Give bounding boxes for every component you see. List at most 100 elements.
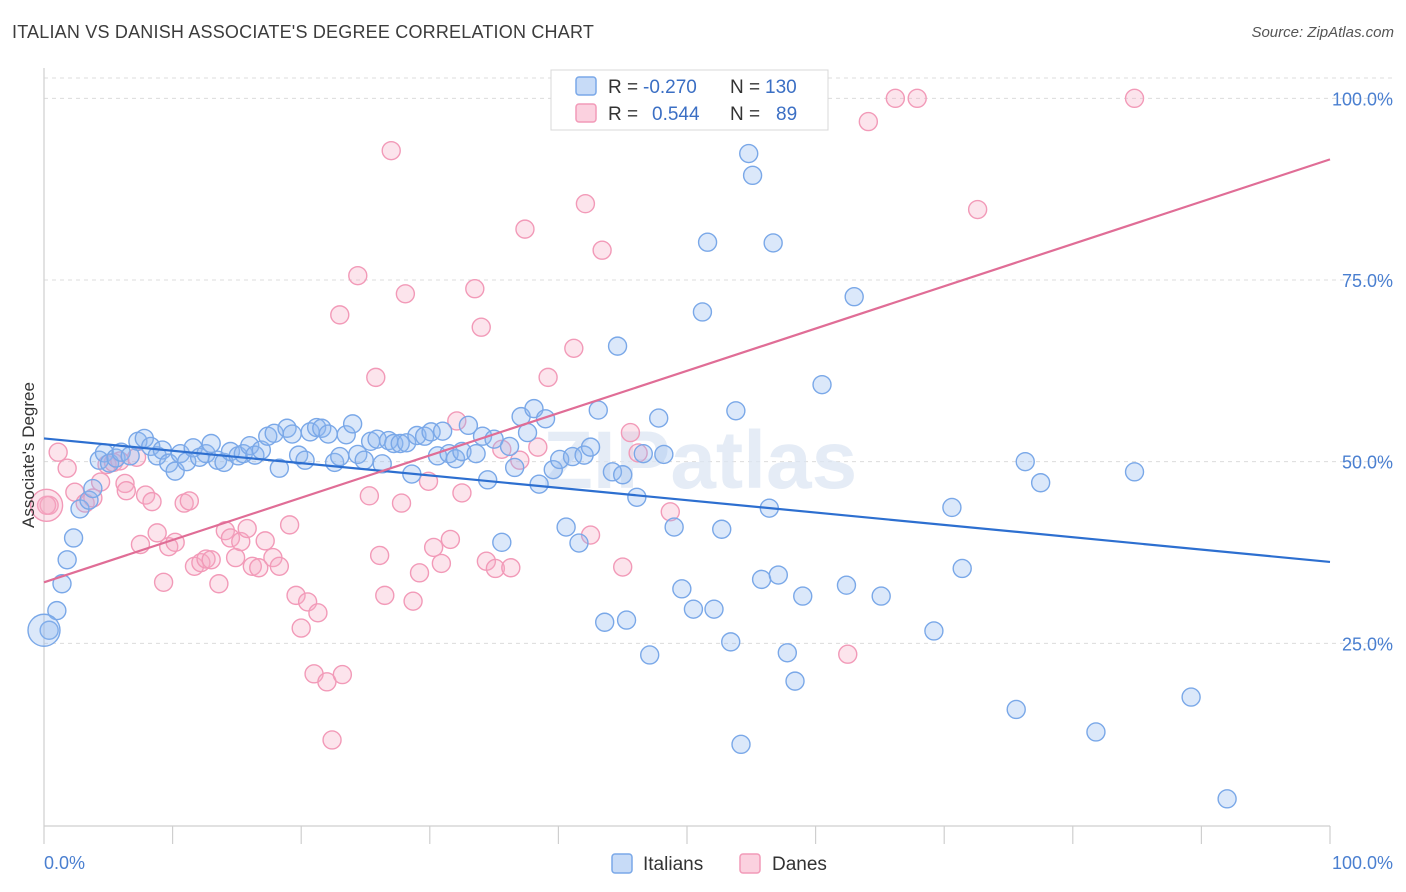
danes-point xyxy=(116,481,137,501)
italians-point xyxy=(556,517,576,537)
danes-point xyxy=(423,537,444,558)
italians-series xyxy=(27,143,1237,809)
danes-point xyxy=(858,111,879,132)
danes-point xyxy=(485,558,506,579)
italians-point xyxy=(793,586,813,606)
italians-point xyxy=(458,415,479,436)
italians-point xyxy=(588,400,608,420)
italians-point xyxy=(627,487,647,507)
danes-point xyxy=(440,529,461,550)
danes-point xyxy=(366,367,386,388)
italians-point xyxy=(277,418,297,438)
danes-point xyxy=(381,140,401,161)
danes-point xyxy=(237,518,257,539)
danes-point xyxy=(209,574,229,594)
italians-point xyxy=(751,569,772,590)
danes-point xyxy=(142,491,162,512)
y-tick-label: 100.0% xyxy=(1332,89,1393,109)
danes-point xyxy=(492,439,512,460)
italians-point xyxy=(466,443,486,464)
italians-point xyxy=(739,143,759,164)
italians-point xyxy=(106,448,126,468)
y-axis-label: Associate's Degree xyxy=(19,382,38,528)
italians-point xyxy=(295,450,315,470)
italians-point xyxy=(607,336,628,356)
danes-point xyxy=(220,528,241,548)
danes-point xyxy=(179,491,200,511)
italians-point xyxy=(445,449,466,469)
italians-point xyxy=(616,610,637,630)
danes-point xyxy=(1124,88,1145,109)
danes-trend-line xyxy=(43,158,1331,584)
italians-point xyxy=(57,550,77,570)
danes-point xyxy=(391,493,412,513)
italians-point xyxy=(372,454,392,474)
italians-point xyxy=(201,433,221,454)
danes-point xyxy=(515,219,535,239)
italians-point xyxy=(692,302,713,322)
danes-point xyxy=(308,603,328,623)
danes-point xyxy=(528,437,548,457)
italians-point xyxy=(712,519,732,539)
italians-point xyxy=(580,437,601,457)
danes-point xyxy=(575,193,596,214)
danes-point xyxy=(447,411,467,431)
danes-point xyxy=(90,472,111,492)
italians-point xyxy=(836,575,857,595)
danes-point xyxy=(538,367,558,388)
italians-point xyxy=(492,532,512,553)
italians-point xyxy=(704,599,724,619)
italians-point xyxy=(499,436,520,457)
italians-point xyxy=(83,478,103,499)
danes-point xyxy=(592,240,612,260)
danes-point xyxy=(322,730,342,750)
top-legend-box xyxy=(550,69,829,131)
italians-point xyxy=(1015,451,1035,472)
italians-point xyxy=(844,287,864,307)
danes-point xyxy=(196,549,216,569)
danes-point xyxy=(115,473,135,494)
chart-title: ITALIAN VS DANISH ASSOCIATE'S DEGREE COR… xyxy=(12,22,595,42)
italians-point xyxy=(39,620,59,640)
italians-point xyxy=(282,424,302,444)
danes-point xyxy=(409,563,430,583)
italians-point xyxy=(633,443,653,464)
danes-point xyxy=(332,664,353,685)
y-tick-label: 25.0% xyxy=(1342,634,1393,654)
danes-point xyxy=(967,199,988,220)
italians-point xyxy=(390,433,410,454)
italians-point xyxy=(924,621,944,641)
italians-point xyxy=(1181,687,1201,707)
italians-point xyxy=(504,457,525,478)
danes-point xyxy=(330,305,350,325)
italians-point xyxy=(768,565,789,585)
danes-point xyxy=(838,644,858,664)
italians-point xyxy=(269,458,290,478)
danes-point xyxy=(375,585,395,606)
italians-point xyxy=(672,579,692,599)
danes-point xyxy=(403,591,423,611)
danes-point xyxy=(620,422,641,443)
legend-danes-r-value: 0.544 xyxy=(652,104,700,125)
danes-point xyxy=(395,284,416,304)
italians-point xyxy=(79,490,99,510)
italians-point xyxy=(952,558,972,579)
x-tick-label: 100.0% xyxy=(1332,853,1393,873)
italians-point xyxy=(240,435,260,456)
danes-point xyxy=(279,515,300,535)
danes-point xyxy=(291,618,311,638)
italians-point xyxy=(1030,473,1051,493)
italians-point xyxy=(354,450,374,470)
italians-point xyxy=(342,414,363,434)
danes-point-large xyxy=(29,488,64,522)
danes-point xyxy=(431,553,452,574)
legend-italians-r-label: R = xyxy=(608,77,638,98)
italians-point xyxy=(742,165,763,186)
italians-point xyxy=(147,446,167,466)
italians-point xyxy=(306,417,327,438)
legend-danes-swatch xyxy=(575,103,597,123)
danes-point xyxy=(57,458,77,478)
legend-italians-n-label: N = xyxy=(730,77,760,98)
y-tick-label: 75.0% xyxy=(1342,271,1393,291)
